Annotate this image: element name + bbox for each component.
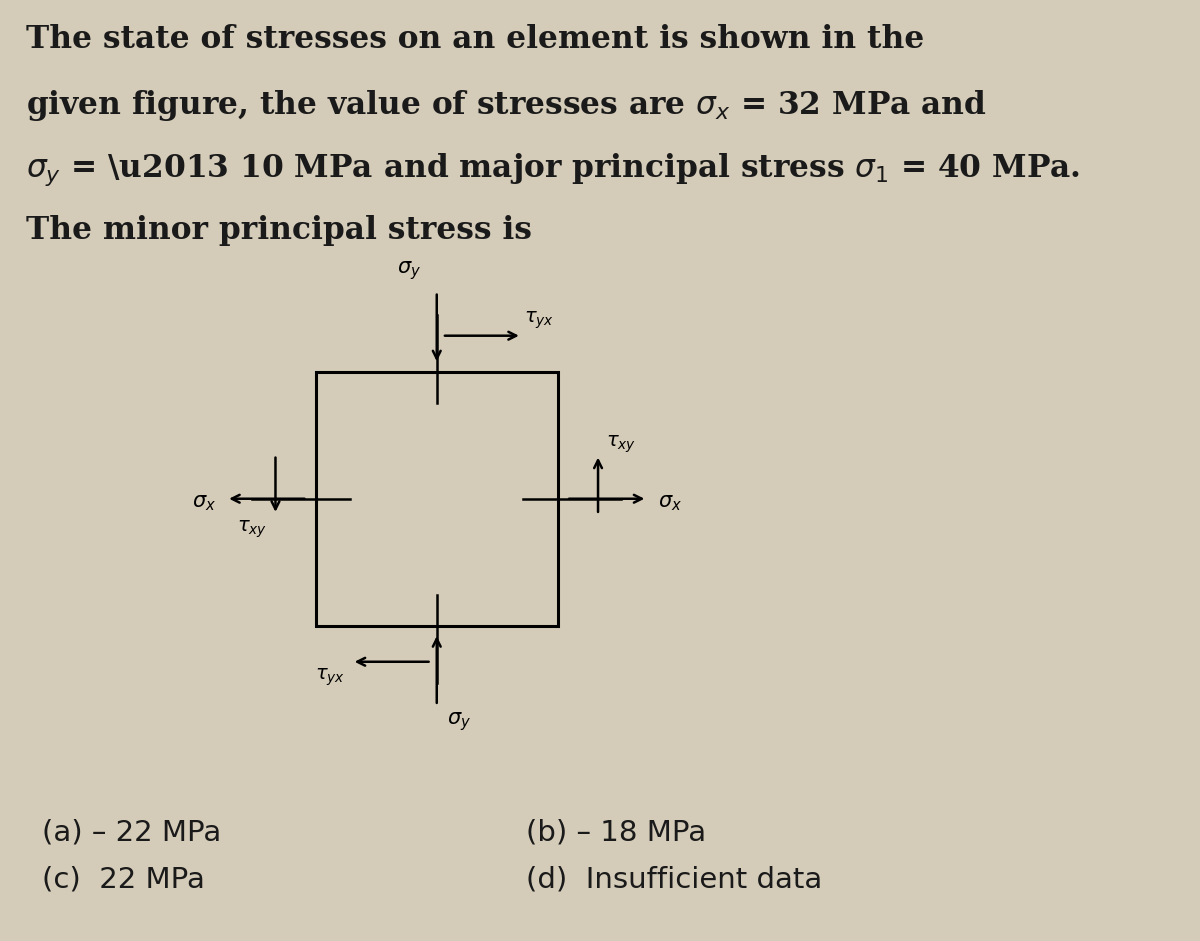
Text: $\tau_{xy}$: $\tau_{xy}$ (606, 433, 636, 455)
Text: $\sigma_y$: $\sigma_y$ (448, 710, 472, 733)
Text: (a) – 22 MPa: (a) – 22 MPa (42, 819, 221, 847)
Bar (316, 372, 558, 626)
Text: (c)  22 MPa: (c) 22 MPa (42, 866, 205, 894)
Text: $\sigma_x$: $\sigma_x$ (192, 493, 216, 514)
Text: $\tau_{yx}$: $\tau_{yx}$ (523, 310, 553, 331)
Text: $\tau_{yx}$: $\tau_{yx}$ (314, 666, 344, 688)
Text: (d)  Insufficient data: (d) Insufficient data (527, 866, 822, 894)
Text: The state of stresses on an element is shown in the: The state of stresses on an element is s… (26, 24, 924, 55)
Text: (b) – 18 MPa: (b) – 18 MPa (527, 819, 707, 847)
Text: $\sigma_x$: $\sigma_x$ (658, 493, 682, 514)
Text: $\sigma_y$: $\sigma_y$ (397, 260, 421, 282)
Text: $\tau_{xy}$: $\tau_{xy}$ (238, 518, 268, 540)
Text: $\sigma_y$ = \u2013 10 MPa and major principal stress $\sigma_1$ = 40 MPa.: $\sigma_y$ = \u2013 10 MPa and major pri… (26, 152, 1081, 188)
Text: given figure, the value of stresses are $\sigma_x$ = 32 MPa and: given figure, the value of stresses are … (26, 88, 988, 122)
Text: The minor principal stress is: The minor principal stress is (26, 215, 532, 247)
